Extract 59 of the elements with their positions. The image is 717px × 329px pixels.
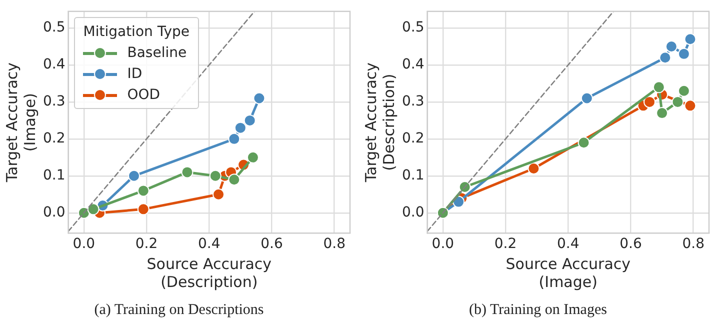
point	[209, 170, 222, 182]
point	[684, 33, 696, 46]
x-tick-label: 0.4	[557, 236, 580, 252]
point	[684, 100, 696, 112]
point	[458, 180, 471, 193]
point	[128, 170, 140, 182]
y-tick-label: 0.5	[43, 20, 66, 36]
text: (b) Training on Images	[468, 302, 608, 319]
x-tick-label: 0.2	[494, 236, 517, 252]
y-tick-label: 0.1	[402, 168, 424, 184]
point	[659, 52, 672, 64]
point	[181, 166, 194, 178]
point	[580, 92, 593, 104]
point	[234, 122, 246, 134]
point	[672, 96, 684, 108]
legend-label: Baseline	[127, 44, 187, 61]
x-tick-label: 0.0	[432, 236, 454, 252]
y-tick-label: 0.3	[43, 94, 66, 110]
legend-title: Mitigation Type	[83, 22, 190, 42]
point	[678, 48, 690, 60]
x-tick-label: 0.6	[260, 236, 283, 252]
y-tick-label: 0.4	[43, 56, 66, 73]
x-tick-label: 0.2	[135, 236, 158, 252]
y-tick-label: 0.2	[402, 130, 424, 147]
x-tick-label: 0.0	[72, 236, 96, 252]
x-axis-title: Source Accuracy (Description)	[146, 254, 272, 291]
point	[87, 203, 100, 216]
point	[137, 203, 150, 216]
y-axis-title: Target Accuracy (Description)	[362, 62, 398, 184]
y-tick-label: 0.4	[402, 56, 424, 73]
point	[212, 188, 225, 200]
point	[644, 96, 656, 108]
point	[246, 151, 259, 164]
x-axis-title: Source Accuracy (Image)	[506, 254, 631, 291]
point	[244, 114, 256, 126]
x-tick-label: 0.8	[682, 236, 704, 252]
point	[578, 136, 590, 149]
y-tick-label: 0.1	[43, 168, 66, 184]
point	[665, 40, 678, 53]
point	[228, 132, 240, 145]
x-tick-label: 0.6	[620, 236, 642, 252]
legend-label: OOD	[127, 86, 160, 103]
point	[652, 81, 665, 94]
y-tick-label: 0.3	[402, 94, 424, 110]
point	[528, 162, 540, 175]
y-tick-label: 0.0	[402, 204, 424, 221]
x-tick-label: 0.8	[323, 236, 346, 252]
point	[678, 84, 690, 97]
y-tick-label: 0.0	[43, 204, 66, 221]
x-tick-label: 0.4	[198, 236, 220, 252]
y-tick-label: 0.5	[402, 20, 424, 36]
point	[137, 184, 150, 197]
y-tick-label: 0.2	[43, 130, 66, 147]
point	[656, 107, 668, 120]
point	[228, 174, 240, 186]
point	[253, 92, 266, 104]
y-axis-title: Target Accuracy (Image)	[2, 62, 39, 184]
legend-label: ID	[127, 66, 142, 82]
text: (a) Training on Descriptions	[93, 302, 265, 319]
